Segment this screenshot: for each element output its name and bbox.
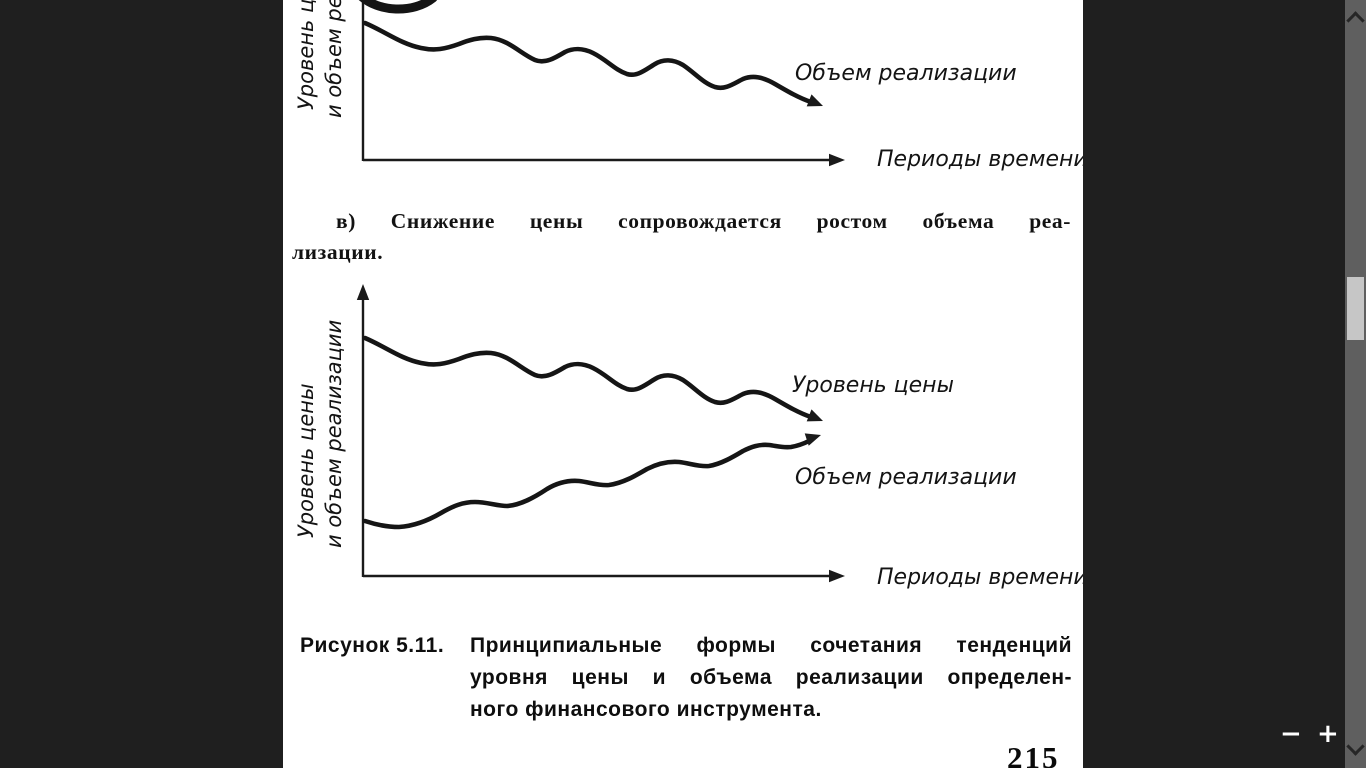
price-series-curve bbox=[362, 335, 814, 420]
y-axis-label-line1: Уровень цены bbox=[294, 383, 318, 538]
figure-caption-line: уровня цены и объема реализации определе… bbox=[470, 666, 1072, 689]
figure-caption-line: Принципиальные формы сочетания тенденций bbox=[470, 634, 1072, 657]
series-label-volume: Объем реализации bbox=[795, 465, 1017, 490]
clipped-curve-remnant bbox=[358, 0, 438, 14]
x-axis-arrowhead-icon bbox=[829, 153, 845, 167]
volume-curve-arrowhead-icon bbox=[804, 433, 821, 446]
series-label-volume: Объем реализации bbox=[795, 61, 1017, 86]
minus-icon: − bbox=[1280, 719, 1302, 749]
figure-caption-text: Принципиальные формы сочетания тенденций… bbox=[470, 630, 1072, 726]
figure-caption-label: Рисунок 5.11. bbox=[300, 634, 445, 657]
series-label-price: Уровень цены bbox=[792, 373, 954, 398]
y-axis-label-line2: и объем реализации bbox=[322, 0, 346, 118]
y-axis-arrowhead-icon bbox=[356, 284, 370, 300]
body-paragraph: в) Снижение цены сопровождается ростом о… bbox=[292, 206, 1071, 268]
chevron-down-icon bbox=[1346, 737, 1365, 756]
x-axis-arrowhead-icon bbox=[829, 569, 845, 583]
y-axis-label-line1: Уровень цены bbox=[294, 0, 318, 110]
paragraph-line: в) Снижение цены сопровождается ростом о… bbox=[336, 209, 1071, 233]
chevron-up-icon bbox=[1346, 11, 1365, 30]
figure-chart-bottom: Уровень цены Объем реализации Периоды вр… bbox=[294, 284, 1083, 590]
volume-series-curve bbox=[362, 20, 814, 105]
x-axis-label: Периоды времени bbox=[877, 565, 1083, 590]
volume-curve-arrowhead-icon bbox=[806, 94, 823, 107]
zoom-in-button[interactable]: + bbox=[1317, 719, 1339, 749]
figure-chart-top: Объем реализации Периоды времени Уровень… bbox=[294, 0, 1083, 172]
y-axis-label-line2: и объем реализации bbox=[322, 320, 346, 548]
vertical-scrollbar[interactable] bbox=[1345, 0, 1366, 768]
plus-icon: + bbox=[1317, 719, 1339, 749]
zoom-controls: − + bbox=[1280, 719, 1339, 749]
x-axis-label: Периоды времени bbox=[877, 147, 1083, 172]
price-curve-arrowhead-icon bbox=[806, 409, 823, 422]
page-number: 215 bbox=[1007, 740, 1060, 768]
volume-series-curve bbox=[362, 438, 812, 530]
document-page: Объем реализации Периоды времени Уровень… bbox=[283, 0, 1083, 768]
scroll-up-button[interactable] bbox=[1345, 6, 1366, 32]
zoom-out-button[interactable]: − bbox=[1280, 719, 1302, 749]
paragraph-line: лизации. bbox=[292, 240, 384, 264]
scrollbar-thumb[interactable] bbox=[1347, 277, 1364, 340]
figure-caption-line: ного финансового инструмента. bbox=[470, 698, 822, 721]
scroll-down-button[interactable] bbox=[1345, 736, 1366, 762]
figure-caption: Рисунок 5.11. Принципиальные формы сочет… bbox=[300, 630, 1072, 726]
